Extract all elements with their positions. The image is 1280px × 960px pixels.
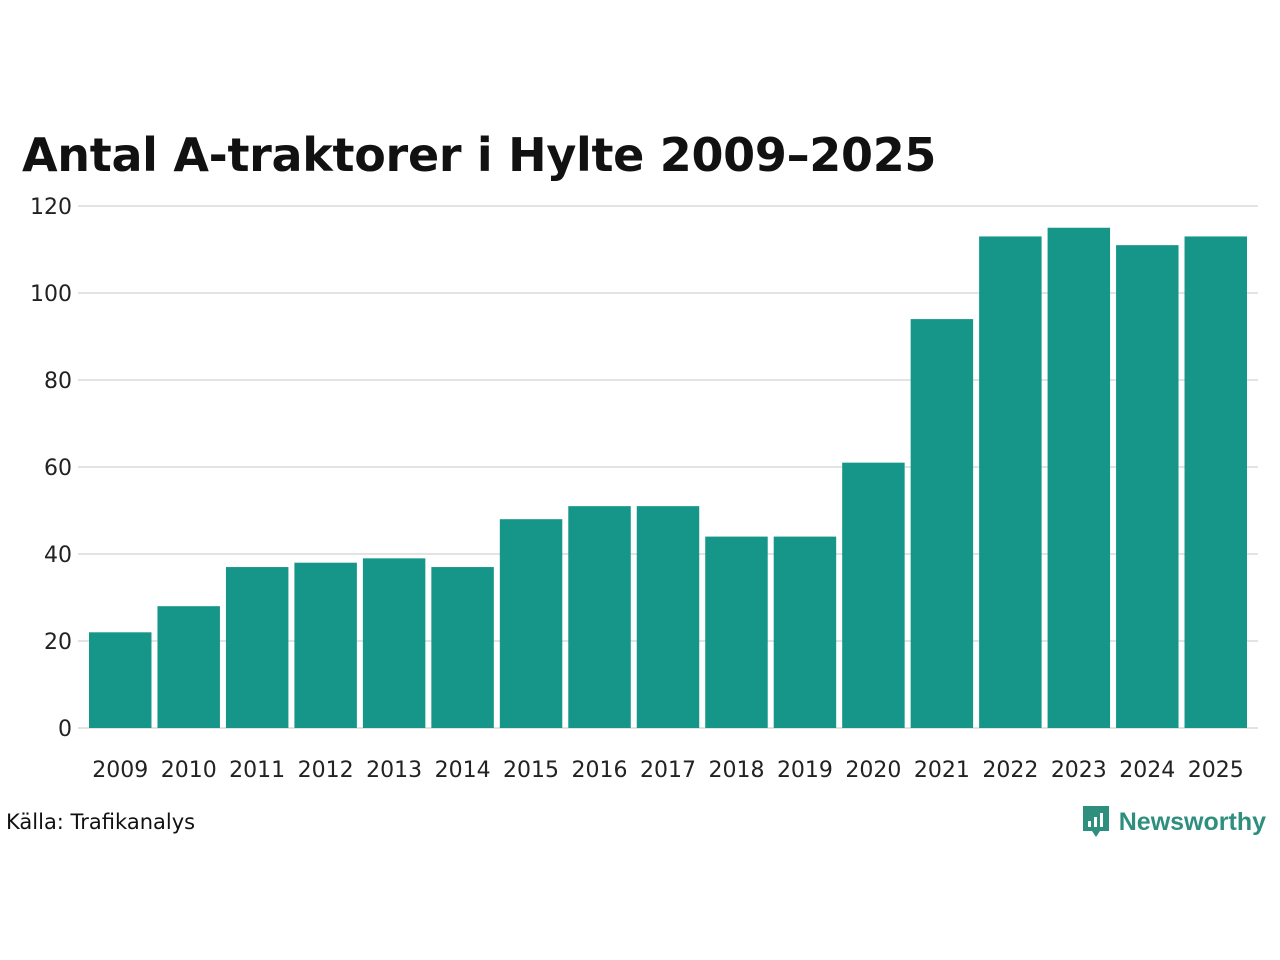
bar-2019 <box>773 536 837 728</box>
bar-2015 <box>499 519 563 728</box>
bar-2013 <box>362 558 426 728</box>
y-axis: 0 20 40 60 80 100 120 <box>30 195 72 742</box>
bar-2010 <box>157 606 220 728</box>
y-tick-label: 120 <box>30 195 72 220</box>
x-tick-label: 2013 <box>366 758 422 783</box>
x-tick-label: 2015 <box>503 758 559 783</box>
x-tick-label: 2022 <box>982 758 1038 783</box>
x-tick-label: 2009 <box>92 758 148 783</box>
x-tick-label: 2014 <box>435 758 491 783</box>
y-tick-label: 40 <box>44 543 72 568</box>
source-note: Källa: Trafikanalys <box>6 810 196 834</box>
bar-2025 <box>1184 236 1247 728</box>
brand-logo: Newsworthy <box>1081 804 1266 840</box>
x-tick-label: 2025 <box>1188 758 1244 783</box>
bar-2016 <box>568 506 631 728</box>
x-tick-label: 2012 <box>298 758 354 783</box>
bar-2014 <box>431 567 494 728</box>
x-tick-label: 2017 <box>640 758 696 783</box>
bar-2017 <box>636 506 700 728</box>
bar-2020 <box>842 462 905 728</box>
bar-2021 <box>910 319 974 728</box>
x-tick-label: 2024 <box>1119 758 1175 783</box>
x-tick-label: 2016 <box>572 758 628 783</box>
bar-2018 <box>705 536 768 728</box>
y-tick-label: 100 <box>30 282 72 307</box>
x-tick-label: 2020 <box>845 758 901 783</box>
bars <box>89 227 1247 728</box>
bar-2009 <box>89 632 152 728</box>
y-tick-label: 60 <box>44 456 72 481</box>
bar-2023 <box>1047 227 1111 728</box>
x-tick-label: 2021 <box>914 758 970 783</box>
bar-2024 <box>1116 245 1179 728</box>
bar-2011 <box>225 567 289 728</box>
y-tick-label: 20 <box>44 630 72 655</box>
y-tick-label: 80 <box>44 369 72 394</box>
bar-2012 <box>294 562 357 728</box>
bar-2022 <box>979 236 1042 728</box>
brand-name: Newsworthy <box>1118 807 1266 836</box>
y-tick-label: 0 <box>58 717 72 742</box>
chart-title: Antal A-traktorer i Hylte 2009–2025 <box>22 128 937 182</box>
x-tick-label: 2010 <box>161 758 217 783</box>
x-tick-label: 2019 <box>777 758 833 783</box>
x-tick-label: 2018 <box>708 758 764 783</box>
x-axis: 2009 2010 2011 2012 2013 2014 2015 2016 2017 2018… <box>92 758 1244 783</box>
x-tick-label: 2011 <box>229 758 285 783</box>
newsworthy-logo-icon <box>1082 806 1109 837</box>
x-tick-label: 2023 <box>1051 758 1107 783</box>
